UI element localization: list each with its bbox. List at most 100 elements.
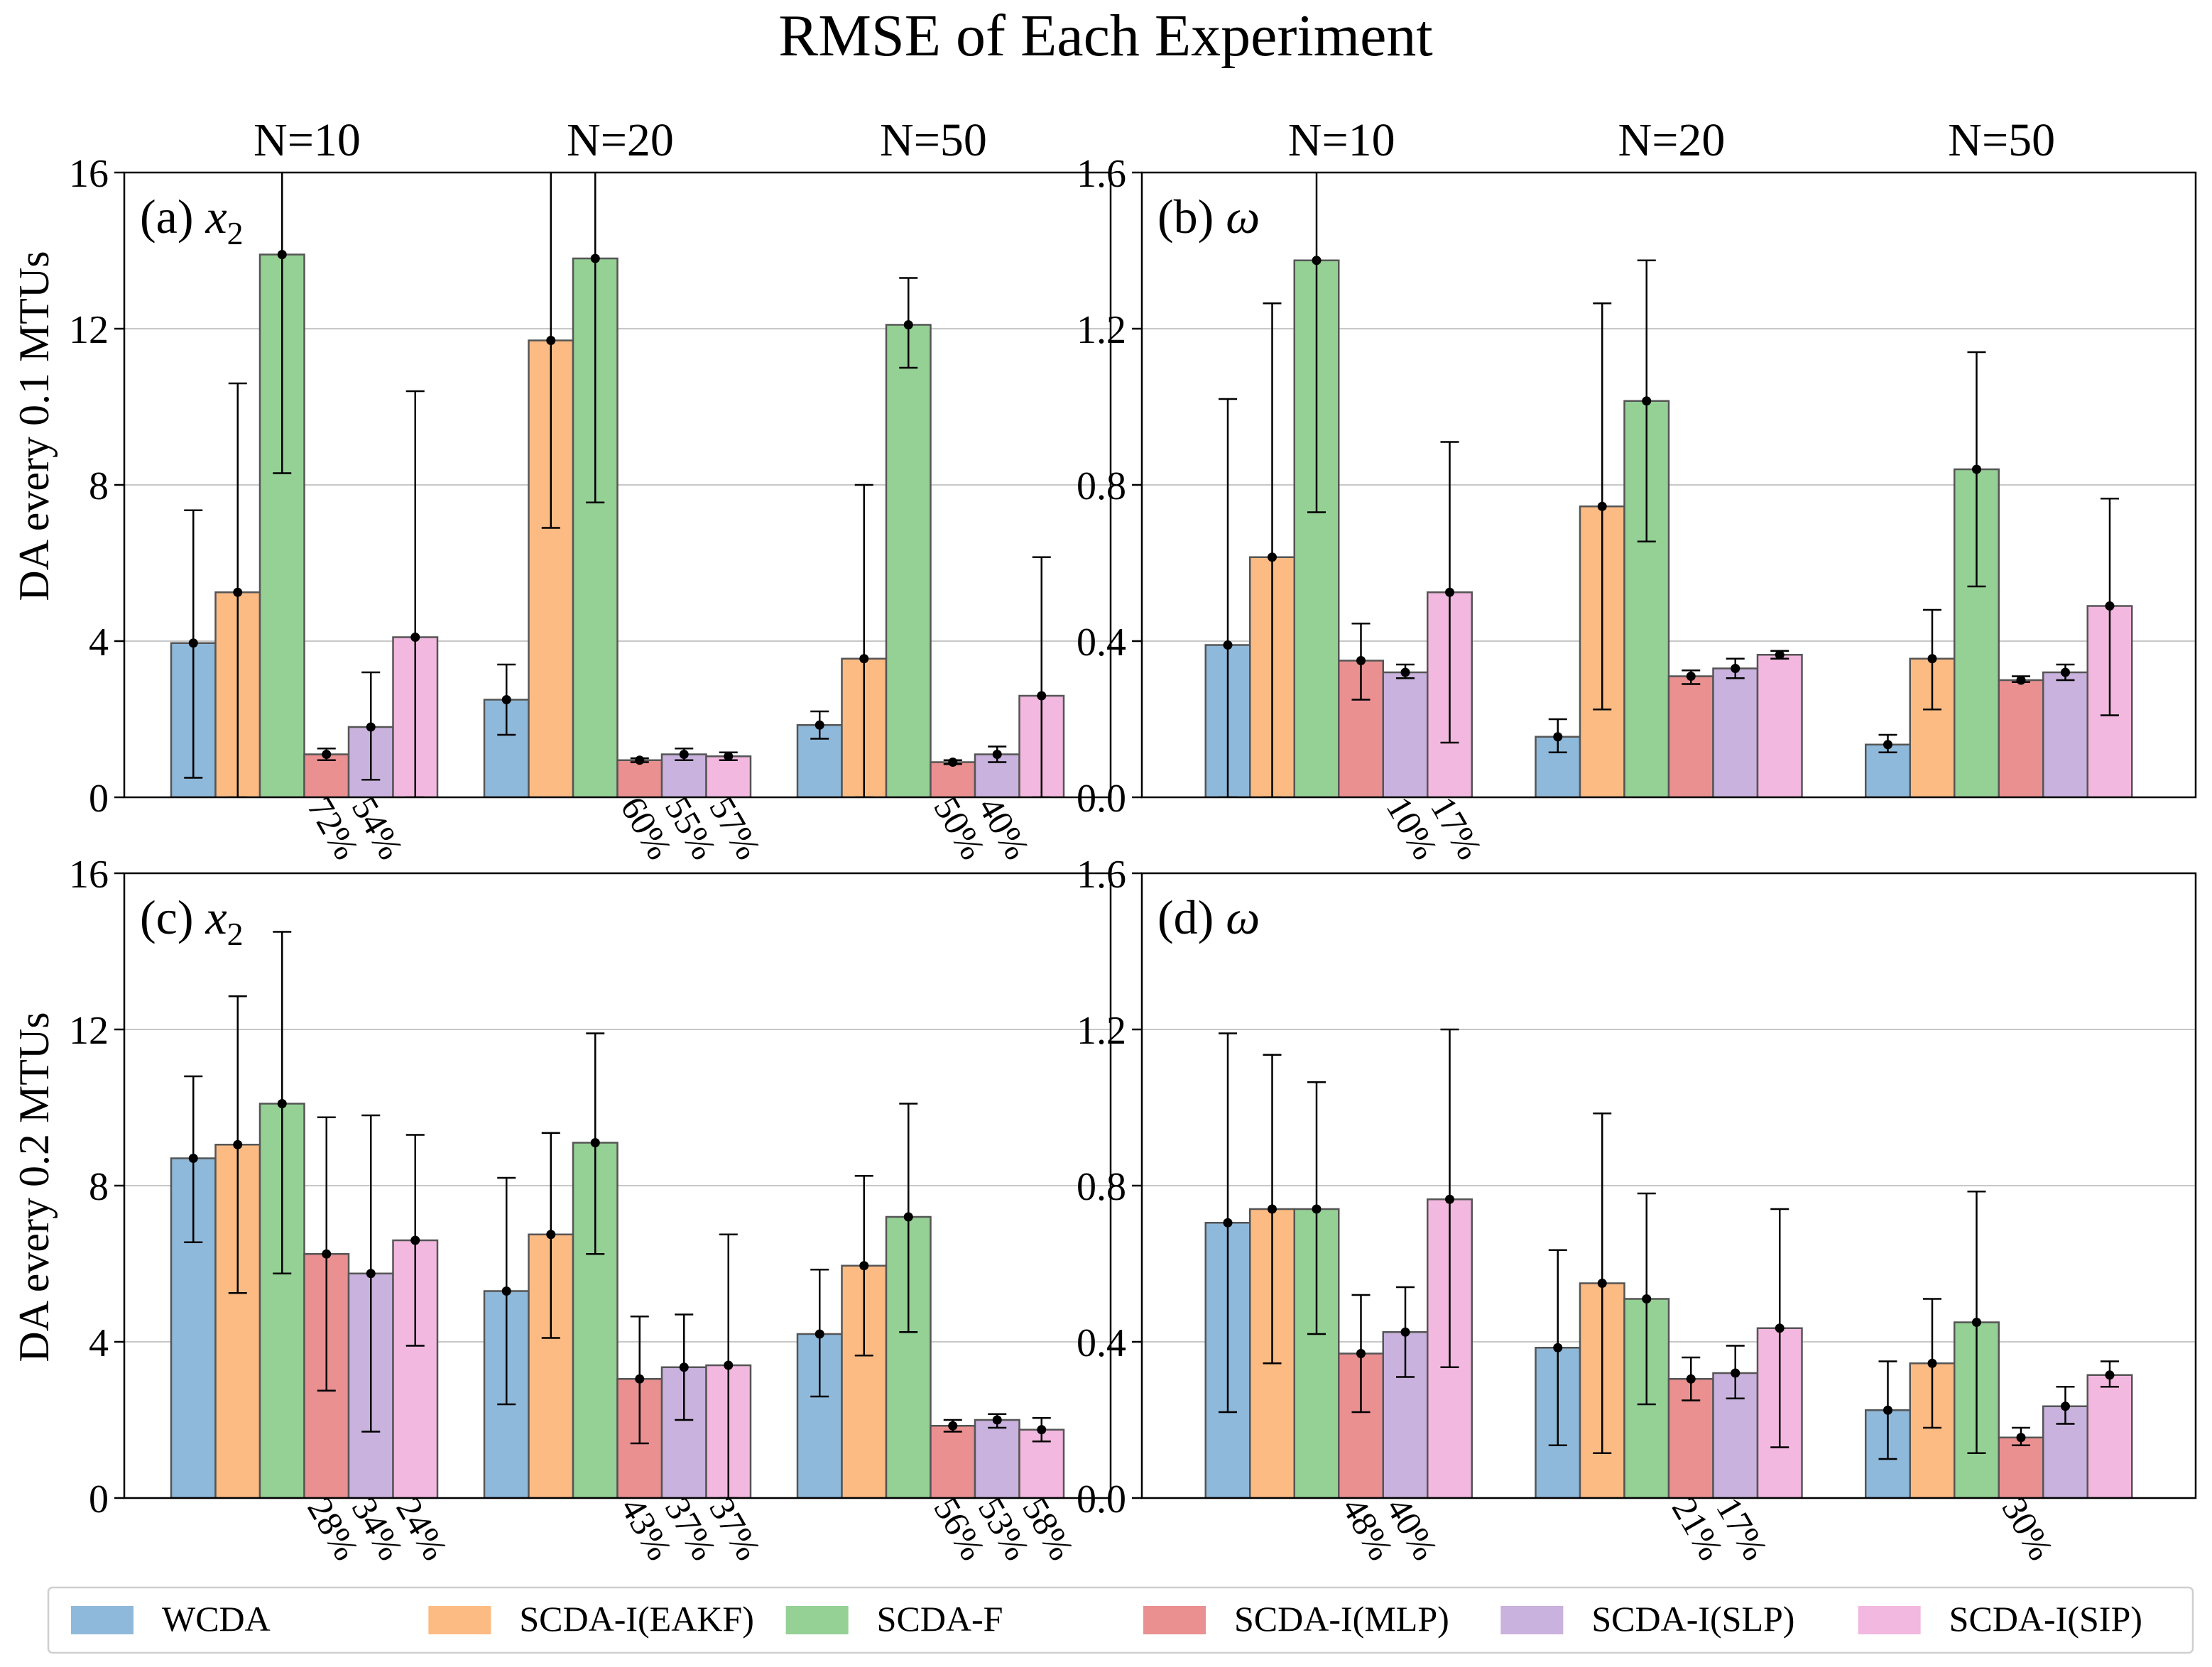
mean-point (724, 1360, 734, 1370)
mean-point (188, 1154, 198, 1163)
y-tick-label: 1.2 (1077, 1009, 1126, 1053)
mean-point (1883, 1405, 1892, 1415)
legend: WCDA SCDA-I(EAKF) SCDA-F SCDA-I(MLP) SCDA-I(… (47, 1586, 2194, 1654)
panel-d: 0.00.40.81.21.6(d) ω48%40% 21%17% 30% (1077, 853, 2197, 1567)
mean-point (277, 1099, 287, 1108)
mean-point (992, 750, 1002, 759)
bar (1998, 1436, 2044, 1498)
mean-point (1972, 1318, 1981, 1327)
bar (1756, 654, 1803, 797)
mean-point (1642, 396, 1652, 406)
mean-point (1686, 672, 1696, 681)
mean-point (635, 755, 645, 765)
group-label: N=50 (1948, 114, 2055, 166)
panel-label: (d) ω (1157, 890, 1260, 944)
mean-point (590, 253, 600, 263)
bar (2086, 1374, 2133, 1498)
mean-point (1553, 732, 1563, 742)
y-tick-label: 0.4 (1077, 1321, 1126, 1365)
mean-point (546, 1230, 556, 1240)
mean-point (188, 638, 198, 648)
legend-label: SCDA-I(SLP) (1591, 1599, 1794, 1639)
mean-point (1312, 1204, 1322, 1214)
bar (974, 1419, 1020, 1498)
mean-point (546, 336, 556, 345)
mean-point (1731, 1368, 1740, 1378)
row-label-bottom: DA every 0.2 MTUs (11, 1012, 58, 1362)
y-tick-label: 12 (69, 1009, 109, 1053)
y-tick-label: 8 (89, 464, 109, 508)
mean-point (948, 1421, 958, 1431)
mean-point (2105, 1370, 2115, 1380)
mean-point (1927, 1358, 1937, 1368)
mean-point (2016, 675, 2026, 685)
mean-point (814, 1329, 824, 1339)
mean-point (1927, 654, 1937, 664)
mean-point (1445, 1194, 1454, 1204)
mean-point (1731, 664, 1740, 673)
mean-point (992, 1415, 1002, 1425)
mean-point (1268, 552, 1277, 562)
legend-swatch (71, 1606, 134, 1634)
legend-swatch (428, 1606, 491, 1634)
mean-point (859, 654, 869, 664)
legend-frame (47, 1586, 2194, 1654)
mean-point (679, 750, 689, 759)
y-tick-label: 0.4 (1077, 621, 1126, 665)
mean-point (2105, 601, 2115, 611)
legend-swatch (1500, 1606, 1564, 1634)
y-tick-label: 1.6 (1077, 152, 1126, 196)
reduction-label: 30% (1994, 1491, 2061, 1567)
y-tick-label: 0.8 (1077, 1165, 1126, 1209)
mean-point (1356, 1349, 1366, 1358)
mean-point (903, 1212, 913, 1222)
mean-point (501, 1286, 511, 1296)
y-tick-label: 16 (69, 152, 109, 196)
panel-label: (a) x2 (140, 190, 244, 251)
mean-point (1445, 587, 1454, 597)
mean-point (1223, 1218, 1233, 1228)
mean-point (679, 1362, 689, 1372)
y-tick-label: 8 (89, 1165, 109, 1209)
mean-point (1223, 640, 1233, 650)
bars (1204, 173, 2133, 797)
mean-point (1268, 1204, 1277, 1214)
mean-point (635, 1374, 645, 1384)
legend-swatch (785, 1606, 849, 1634)
mean-point (1686, 1374, 1696, 1384)
mean-point (1883, 740, 1892, 750)
group-label: N=10 (254, 114, 361, 166)
mean-point (1642, 1294, 1652, 1303)
mean-point (1597, 1279, 1607, 1288)
y-tick-label: 16 (69, 853, 109, 897)
y-tick-label: 4 (89, 1321, 109, 1365)
plot-frame (123, 171, 1112, 799)
plot-frame (1140, 872, 2197, 1499)
mean-point (1037, 691, 1047, 701)
group-label: N=10 (1288, 114, 1395, 166)
panel-label: (b) ω (1157, 190, 1260, 244)
mean-point (1037, 1425, 1047, 1435)
y-tick-label: 12 (69, 308, 109, 352)
bars (1204, 1028, 2133, 1498)
mean-point (366, 1269, 376, 1279)
mean-point (2016, 1433, 2026, 1443)
group-label: N=50 (880, 114, 987, 166)
panel-label: (c) x2 (140, 890, 244, 952)
mean-point (724, 751, 734, 761)
bars (170, 931, 1065, 1498)
bar (616, 759, 663, 797)
bar (1667, 675, 1714, 797)
mean-point (1553, 1343, 1563, 1352)
y-tick-label: 1.2 (1077, 308, 1126, 352)
plot-frame (123, 872, 1112, 1499)
bar (930, 1425, 976, 1498)
group-label: N=20 (1618, 114, 1726, 166)
bar (1998, 679, 2044, 797)
legend-label: SCDA-I(MLP) (1234, 1599, 1449, 1639)
mean-point (410, 1235, 420, 1245)
y-tick-label: 0.0 (1077, 777, 1126, 821)
